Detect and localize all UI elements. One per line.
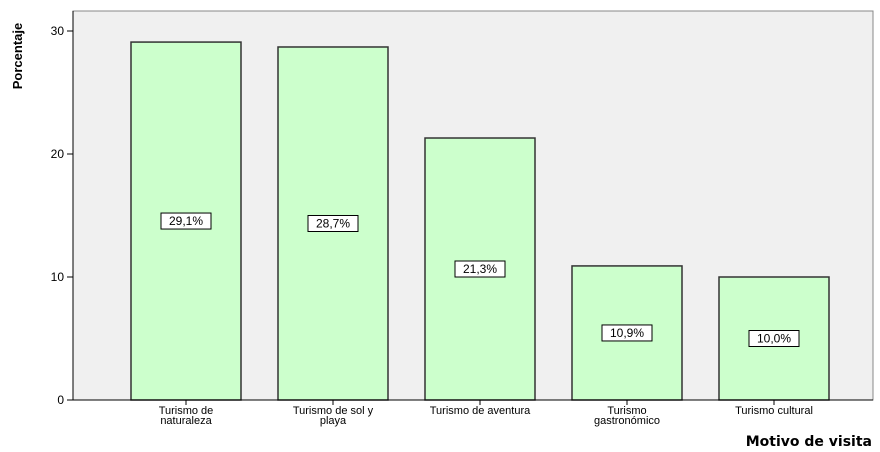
x-tick-label: Turismo de aventura (430, 405, 531, 417)
x-tick-label: gastronómico (594, 415, 660, 427)
data-label-box (454, 260, 506, 278)
y-tick-label: 0 (57, 393, 64, 407)
data-label: 10,0% (757, 332, 791, 346)
data-label: 28,7% (316, 216, 350, 230)
x-axis-title: Motivo de visita (746, 434, 872, 450)
x-tick-label: Turismo de sol y (293, 405, 374, 417)
x-tick-label: Turismo (607, 405, 646, 417)
x-tick-label: playa (320, 415, 347, 427)
data-label-box (160, 212, 212, 230)
y-tick-label: 20 (51, 147, 65, 161)
y-tick-label: 30 (51, 24, 65, 38)
data-label: 29,1% (169, 214, 203, 228)
data-label-box (307, 214, 359, 232)
bars: 29,1% 28,7% 21,3% 10,9% 10,0% (130, 41, 830, 401)
x-tick-label: Turismo de (159, 405, 214, 417)
x-tick-label: Turismo cultural (735, 405, 813, 417)
y-axis: 0 10 20 30 (51, 11, 74, 407)
data-label: 21,3% (463, 262, 497, 276)
data-label: 10,9% (610, 326, 644, 340)
data-label-box (601, 324, 653, 342)
y-tick-label: 10 (51, 270, 65, 284)
data-label-box (748, 330, 800, 347)
y-axis-title: Porcentaje (10, 23, 25, 89)
x-tick-label: naturaleza (160, 415, 212, 427)
